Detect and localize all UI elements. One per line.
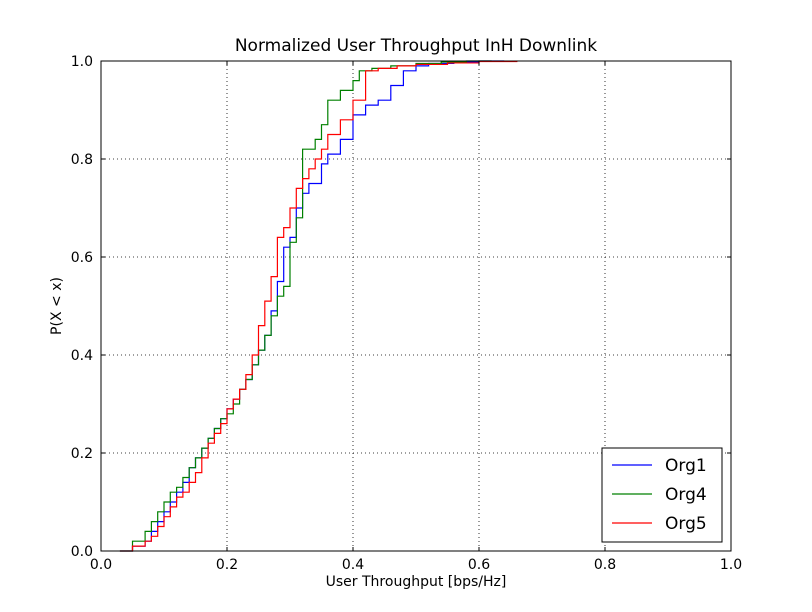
x-tick-label: 0.6 [468,557,490,573]
series-lines [119,60,518,552]
x-tick-labels: 0.0 0.2 0.4 0.6 0.8 1.0 [90,557,742,573]
y-tick-label: 0.2 [71,446,93,462]
y-tick-labels: 0.0 0.2 0.4 0.6 0.8 1.0 [71,54,93,560]
legend-box [601,447,723,543]
x-tick-label: 0.4 [342,557,364,573]
y-tick-label: 1.0 [71,54,93,70]
x-tick-label: 0.2 [216,557,238,573]
y-axis-label: P(X < x) [49,277,65,335]
x-tick-label: 0.8 [594,557,616,573]
y-tick-label: 0.4 [71,348,93,364]
legend-label-org1: Org1 [665,456,707,476]
x-axis-label: User Throughput [bps/Hz] [326,574,507,590]
x-tick-label: 1.0 [720,557,742,573]
legend-label-org4: Org4 [665,485,707,505]
legend-label-org5: Org5 [665,514,707,534]
chart-title: Normalized User Throughput InH Downlink [235,36,597,56]
legend: Org1 Org4 Org5 [601,447,723,543]
y-tick-label: 0.6 [71,250,93,266]
series-line-org4 [119,60,492,552]
ticks [100,60,732,552]
y-tick-label: 0.0 [71,544,93,560]
x-tick-label: 0.0 [90,557,112,573]
plot-frame [100,60,732,552]
series-line-org5 [119,60,518,552]
y-tick-label: 0.8 [71,152,93,168]
